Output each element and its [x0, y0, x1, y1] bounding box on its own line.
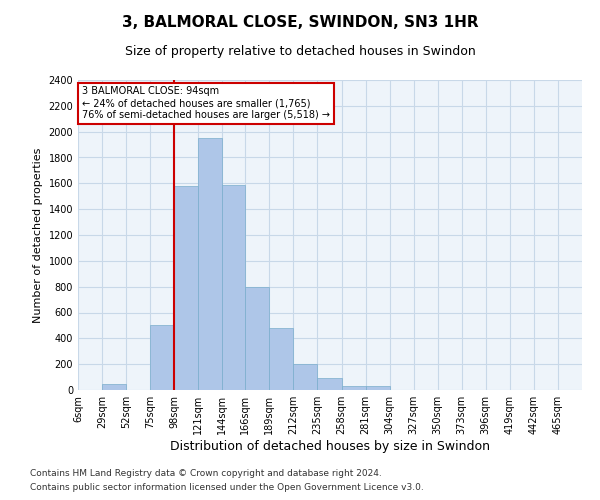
Bar	[365, 386, 389, 390]
Bar	[317, 378, 341, 390]
Bar	[269, 328, 293, 390]
Bar	[174, 186, 198, 390]
X-axis label: Distribution of detached houses by size in Swindon: Distribution of detached houses by size …	[170, 440, 490, 453]
Text: 3, BALMORAL CLOSE, SWINDON, SN3 1HR: 3, BALMORAL CLOSE, SWINDON, SN3 1HR	[122, 15, 478, 30]
Text: Contains public sector information licensed under the Open Government Licence v3: Contains public sector information licen…	[30, 484, 424, 492]
Text: Contains HM Land Registry data © Crown copyright and database right 2024.: Contains HM Land Registry data © Crown c…	[30, 468, 382, 477]
Bar	[222, 184, 245, 390]
Text: Size of property relative to detached houses in Swindon: Size of property relative to detached ho…	[125, 45, 475, 58]
Bar	[198, 138, 222, 390]
Bar	[245, 286, 269, 390]
Text: 3 BALMORAL CLOSE: 94sqm
← 24% of detached houses are smaller (1,765)
76% of semi: 3 BALMORAL CLOSE: 94sqm ← 24% of detache…	[82, 86, 330, 120]
Bar	[150, 326, 174, 390]
Bar	[341, 386, 365, 390]
Y-axis label: Number of detached properties: Number of detached properties	[33, 148, 43, 322]
Bar	[102, 384, 126, 390]
Bar	[293, 364, 317, 390]
